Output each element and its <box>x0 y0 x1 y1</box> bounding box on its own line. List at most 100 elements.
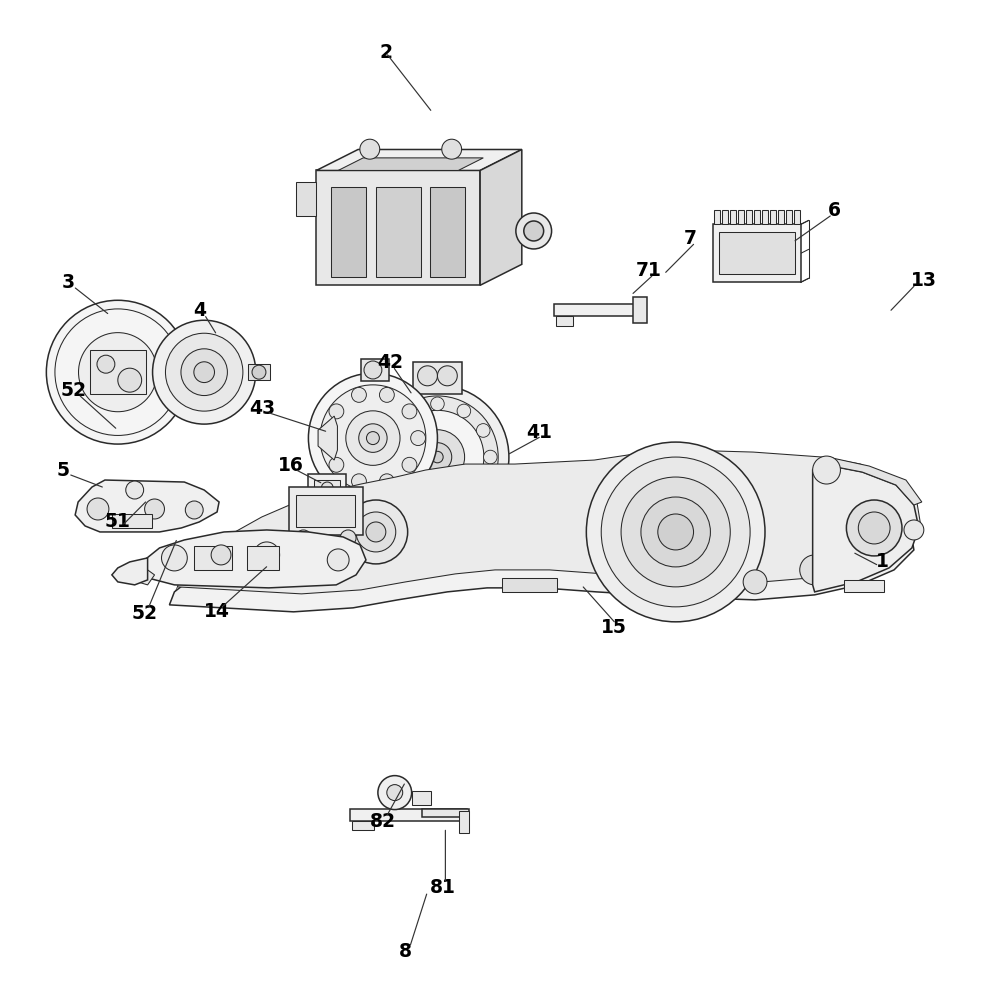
Polygon shape <box>177 450 921 594</box>
Circle shape <box>417 366 437 386</box>
Text: 81: 81 <box>429 878 455 897</box>
Circle shape <box>476 477 490 490</box>
Bar <box>314 480 340 496</box>
Bar <box>723 210 729 224</box>
Text: 42: 42 <box>377 353 403 372</box>
Polygon shape <box>813 465 918 592</box>
Circle shape <box>367 432 380 445</box>
Circle shape <box>366 522 386 542</box>
Circle shape <box>387 785 403 801</box>
Bar <box>739 210 745 224</box>
Circle shape <box>441 139 461 159</box>
Polygon shape <box>112 558 147 585</box>
Circle shape <box>327 549 349 571</box>
Circle shape <box>364 361 382 379</box>
Text: 52: 52 <box>131 604 158 623</box>
Bar <box>762 210 768 224</box>
Bar <box>845 580 884 592</box>
Text: 6: 6 <box>828 201 841 220</box>
Circle shape <box>658 514 694 550</box>
Circle shape <box>423 443 451 471</box>
Bar <box>794 210 800 224</box>
Circle shape <box>321 482 333 494</box>
Circle shape <box>340 530 356 546</box>
Text: 41: 41 <box>526 423 552 442</box>
Circle shape <box>250 554 266 570</box>
Bar <box>778 210 784 224</box>
Circle shape <box>411 431 425 446</box>
Circle shape <box>621 477 731 587</box>
Bar <box>731 210 737 224</box>
Polygon shape <box>142 530 366 588</box>
Circle shape <box>366 385 509 529</box>
Text: 4: 4 <box>193 301 206 320</box>
Circle shape <box>378 450 392 464</box>
Text: 3: 3 <box>62 273 75 292</box>
Circle shape <box>483 450 497 464</box>
Bar <box>430 187 465 277</box>
Bar <box>720 232 795 274</box>
Circle shape <box>601 457 750 607</box>
Circle shape <box>524 221 544 241</box>
Circle shape <box>385 477 399 490</box>
Bar <box>331 187 366 277</box>
Text: 15: 15 <box>601 618 627 637</box>
Bar <box>350 809 467 821</box>
Circle shape <box>405 404 417 418</box>
Polygon shape <box>338 158 483 170</box>
Circle shape <box>211 545 231 565</box>
Circle shape <box>181 349 228 396</box>
Text: 1: 1 <box>876 552 889 571</box>
Bar <box>247 546 278 570</box>
Circle shape <box>377 396 498 518</box>
Bar <box>746 210 752 224</box>
Polygon shape <box>318 416 337 460</box>
Text: 71: 71 <box>636 261 662 280</box>
Bar <box>786 210 792 224</box>
Bar <box>554 304 645 316</box>
Circle shape <box>47 300 189 444</box>
Circle shape <box>641 497 711 567</box>
Bar <box>361 359 389 381</box>
Circle shape <box>352 474 367 489</box>
Bar <box>714 224 801 282</box>
Polygon shape <box>296 182 316 216</box>
Circle shape <box>329 404 344 419</box>
Circle shape <box>430 397 444 411</box>
Bar <box>502 578 557 592</box>
Circle shape <box>185 501 203 519</box>
Circle shape <box>904 520 923 540</box>
Circle shape <box>380 387 395 402</box>
Text: 43: 43 <box>248 399 274 418</box>
Circle shape <box>430 503 444 517</box>
Circle shape <box>96 351 139 394</box>
Bar <box>715 210 721 224</box>
Circle shape <box>183 363 201 381</box>
Circle shape <box>194 362 215 383</box>
Circle shape <box>152 320 255 424</box>
Polygon shape <box>316 170 480 285</box>
Bar <box>90 350 145 394</box>
Circle shape <box>360 139 380 159</box>
Circle shape <box>457 496 471 510</box>
Bar <box>288 487 363 535</box>
Circle shape <box>402 457 416 472</box>
Text: 16: 16 <box>277 456 303 475</box>
Circle shape <box>161 545 187 571</box>
Circle shape <box>385 424 399 437</box>
Text: 13: 13 <box>911 271 936 290</box>
Circle shape <box>79 333 157 412</box>
Circle shape <box>320 431 335 446</box>
Circle shape <box>126 481 143 499</box>
Circle shape <box>295 530 311 546</box>
Circle shape <box>858 512 890 544</box>
Circle shape <box>87 498 109 520</box>
Circle shape <box>402 404 416 419</box>
Bar <box>296 495 355 527</box>
Bar <box>308 474 346 502</box>
Text: 8: 8 <box>400 942 413 961</box>
Circle shape <box>253 542 279 568</box>
Circle shape <box>97 355 115 373</box>
Polygon shape <box>815 458 921 505</box>
Circle shape <box>516 213 552 249</box>
